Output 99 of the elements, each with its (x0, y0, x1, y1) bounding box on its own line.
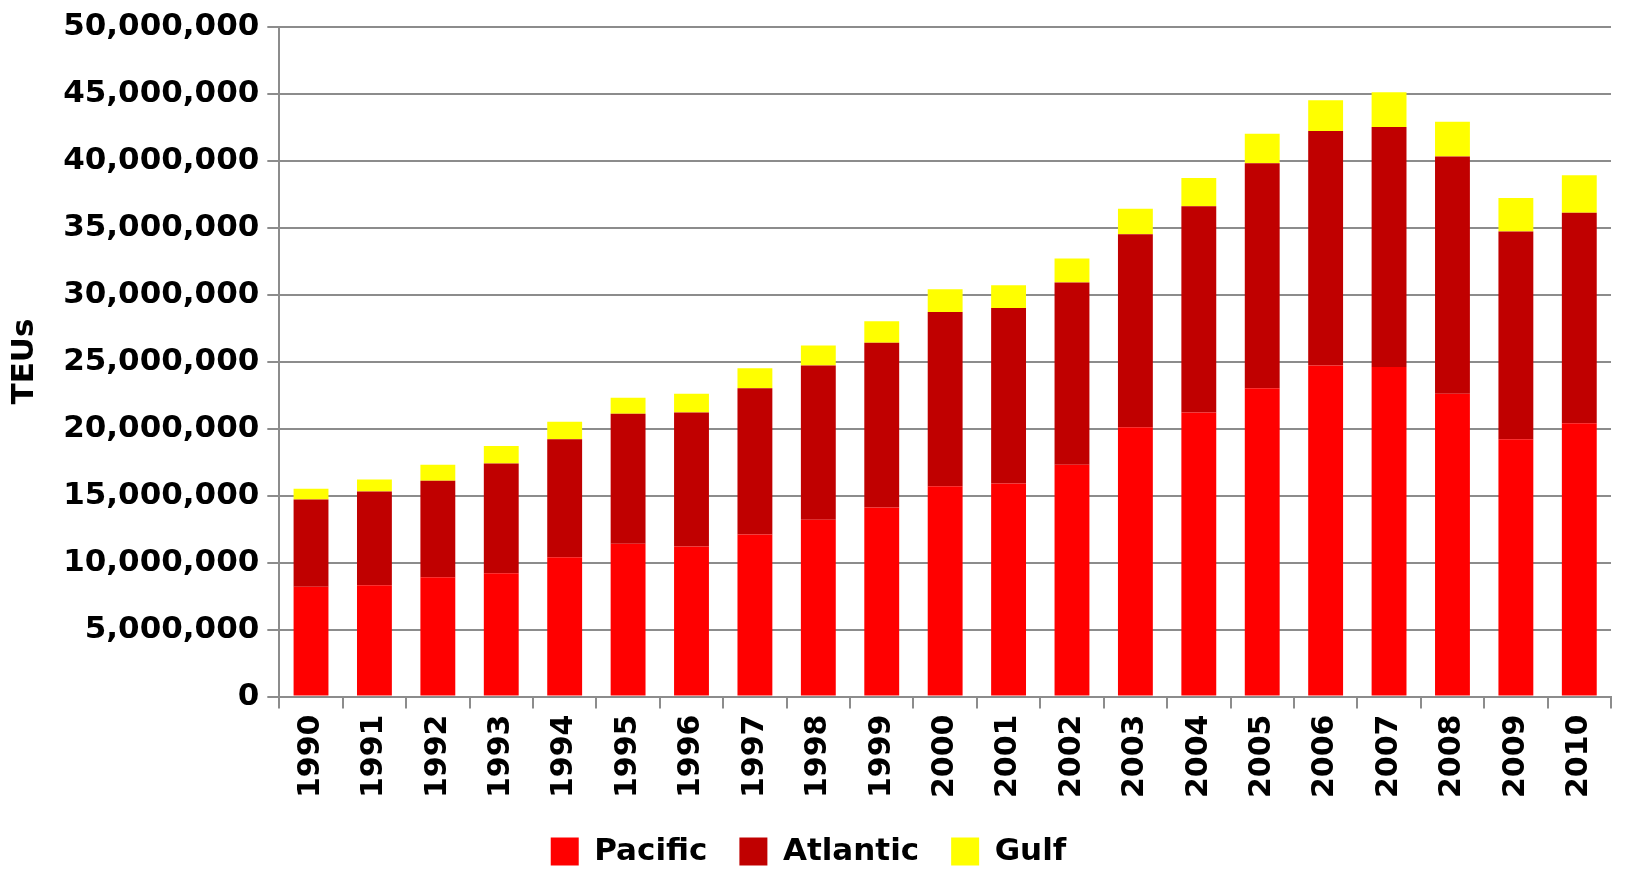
bar (1308, 131, 1344, 366)
bar (864, 342, 900, 508)
bar (1498, 198, 1534, 232)
y-tick-label: 0 (237, 675, 260, 712)
y-tick-label: 35,000,000 (63, 206, 260, 243)
bar (547, 439, 583, 558)
bar (1371, 366, 1407, 696)
bar (737, 388, 773, 535)
bar (483, 573, 519, 696)
bar (356, 479, 392, 492)
y-tick-label: 50,000,000 (63, 5, 260, 42)
bar (1181, 206, 1217, 413)
bar (864, 321, 900, 343)
x-tick-label: 2001 (988, 714, 1024, 798)
bar (991, 285, 1027, 308)
x-tick-label: 1994 (544, 714, 580, 798)
x-tick-label: 2003 (1115, 714, 1151, 798)
bar (547, 421, 583, 440)
bar (800, 519, 836, 696)
x-tick-label: 1992 (417, 714, 453, 798)
bar (927, 311, 963, 487)
x-tick-label: 1997 (734, 714, 770, 798)
x-tick-label: 1993 (481, 714, 517, 798)
bar (610, 397, 646, 414)
y-tick-label: 10,000,000 (63, 541, 260, 578)
x-tick-label: 1996 (671, 714, 707, 798)
bar (737, 368, 773, 389)
bar (1054, 282, 1090, 465)
bar (420, 464, 456, 481)
x-tick-label: 2009 (1495, 714, 1531, 798)
bar (927, 486, 963, 696)
bar (356, 585, 392, 696)
bar (1117, 208, 1153, 235)
legend-label: Gulf (994, 830, 1067, 867)
y-tick-label: 15,000,000 (63, 474, 260, 511)
bar (1498, 439, 1534, 696)
x-tick-label: 2004 (1178, 714, 1214, 798)
x-tick-label: 2010 (1559, 714, 1595, 798)
bar (991, 307, 1027, 484)
bar (1117, 427, 1153, 696)
bar (293, 586, 329, 696)
x-tick-label: 2006 (1305, 714, 1341, 798)
bar (1498, 231, 1534, 440)
x-tick-label: 2005 (1242, 714, 1278, 798)
bar (1308, 100, 1344, 132)
y-tick-label: 20,000,000 (63, 407, 260, 444)
bar (483, 445, 519, 464)
bar (1561, 175, 1597, 213)
bar (1117, 234, 1153, 428)
bar (1054, 258, 1090, 283)
y-axis-title: TEUs (3, 318, 40, 405)
x-tick-label: 2002 (1051, 714, 1087, 798)
bar (800, 365, 836, 520)
legend-label: Atlantic (782, 830, 920, 867)
y-tick-label: 30,000,000 (63, 273, 260, 310)
legend-label: Pacific (594, 830, 708, 867)
bar (420, 577, 456, 696)
bar (293, 499, 329, 587)
bar (1435, 156, 1470, 394)
bar (1308, 365, 1344, 696)
bar (1561, 212, 1597, 424)
x-tick-label: 1999 (861, 714, 897, 798)
bar (674, 393, 709, 413)
bar (674, 412, 709, 547)
bar (420, 480, 456, 578)
bar (927, 289, 963, 312)
y-tick-label: 5,000,000 (84, 608, 260, 645)
bar (1244, 133, 1280, 164)
bar (356, 491, 392, 586)
bar (1435, 393, 1470, 696)
x-tick-label: 2007 (1368, 714, 1404, 798)
x-tick-label: 1998 (798, 714, 834, 798)
bar (1181, 412, 1217, 696)
bar (737, 534, 773, 696)
bar (864, 507, 900, 696)
bar (1371, 92, 1407, 128)
bar (1561, 423, 1597, 696)
bar (610, 413, 646, 544)
bar (1244, 388, 1280, 696)
x-tick-label: 1995 (607, 714, 643, 798)
bar (610, 543, 646, 696)
x-tick-label: 1990 (290, 714, 326, 798)
bar (547, 557, 583, 696)
x-tick-label: 1991 (354, 714, 390, 798)
bar (674, 546, 709, 696)
bar (1371, 127, 1407, 367)
y-tick-label: 40,000,000 (63, 139, 260, 176)
bar (293, 488, 329, 500)
bar (1181, 178, 1217, 207)
x-tick-label: 2000 (924, 714, 960, 798)
y-tick-label: 45,000,000 (63, 72, 260, 109)
bar (800, 345, 836, 366)
bar (1435, 121, 1470, 157)
bar (1054, 464, 1090, 696)
bar (991, 483, 1027, 696)
bar (483, 463, 519, 574)
bar (1244, 163, 1280, 389)
y-tick-label: 25,000,000 (63, 340, 260, 377)
x-tick-label: 2008 (1432, 714, 1468, 798)
